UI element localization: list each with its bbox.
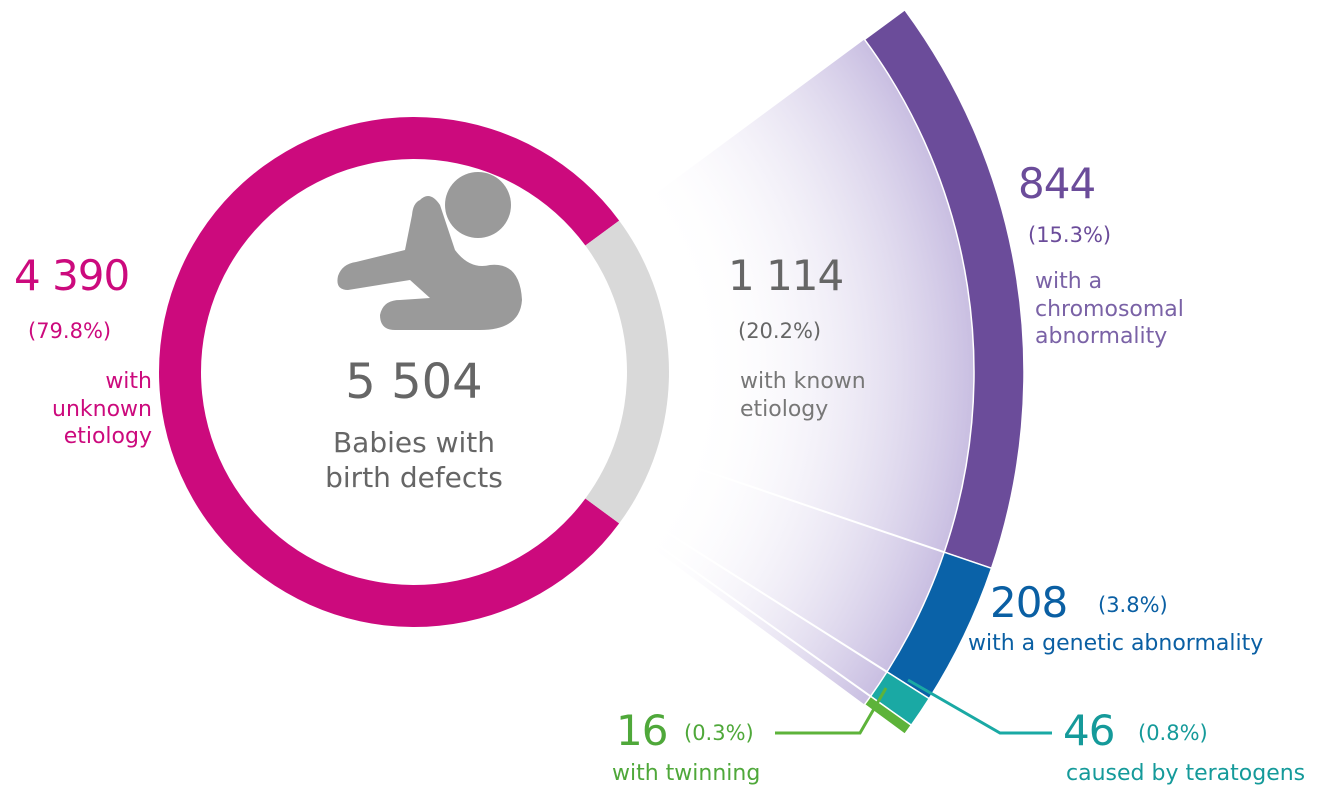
percent-label: (0.8%)	[1138, 721, 1208, 745]
category-label: with known etiology	[740, 369, 866, 422]
percent-label: (15.3%)	[1028, 223, 1112, 247]
leader-line	[907, 678, 1052, 735]
category-label: with a chromosomal abnormality	[1035, 269, 1184, 349]
value-label: 1 114	[728, 251, 844, 300]
value-label: 4 390	[14, 251, 130, 300]
value-label: 16	[616, 706, 668, 755]
total-label: 5 504	[345, 354, 483, 410]
baby-icon	[337, 172, 522, 330]
percent-label: (20.2%)	[738, 319, 822, 343]
divider	[697, 467, 945, 554]
category-label: with a genetic abnormality	[968, 631, 1264, 656]
divider	[658, 544, 872, 698]
value-label: 46	[1063, 706, 1115, 755]
donut-segment	[585, 220, 669, 524]
category-label: caused by teratogens	[1066, 761, 1306, 786]
leader-line	[775, 687, 888, 735]
fan	[619, 39, 974, 705]
divider	[666, 531, 888, 673]
value-label: 208	[990, 578, 1068, 627]
percent-label: (79.8%)	[28, 319, 112, 343]
category-label: with unknown etiology	[52, 369, 152, 449]
percent-label: (3.8%)	[1098, 593, 1168, 617]
category-label: with twinning	[612, 761, 761, 786]
percent-label: (0.3%)	[684, 721, 754, 745]
value-label: 844	[1018, 159, 1096, 208]
center-label: Babies with birth defects	[325, 426, 503, 494]
